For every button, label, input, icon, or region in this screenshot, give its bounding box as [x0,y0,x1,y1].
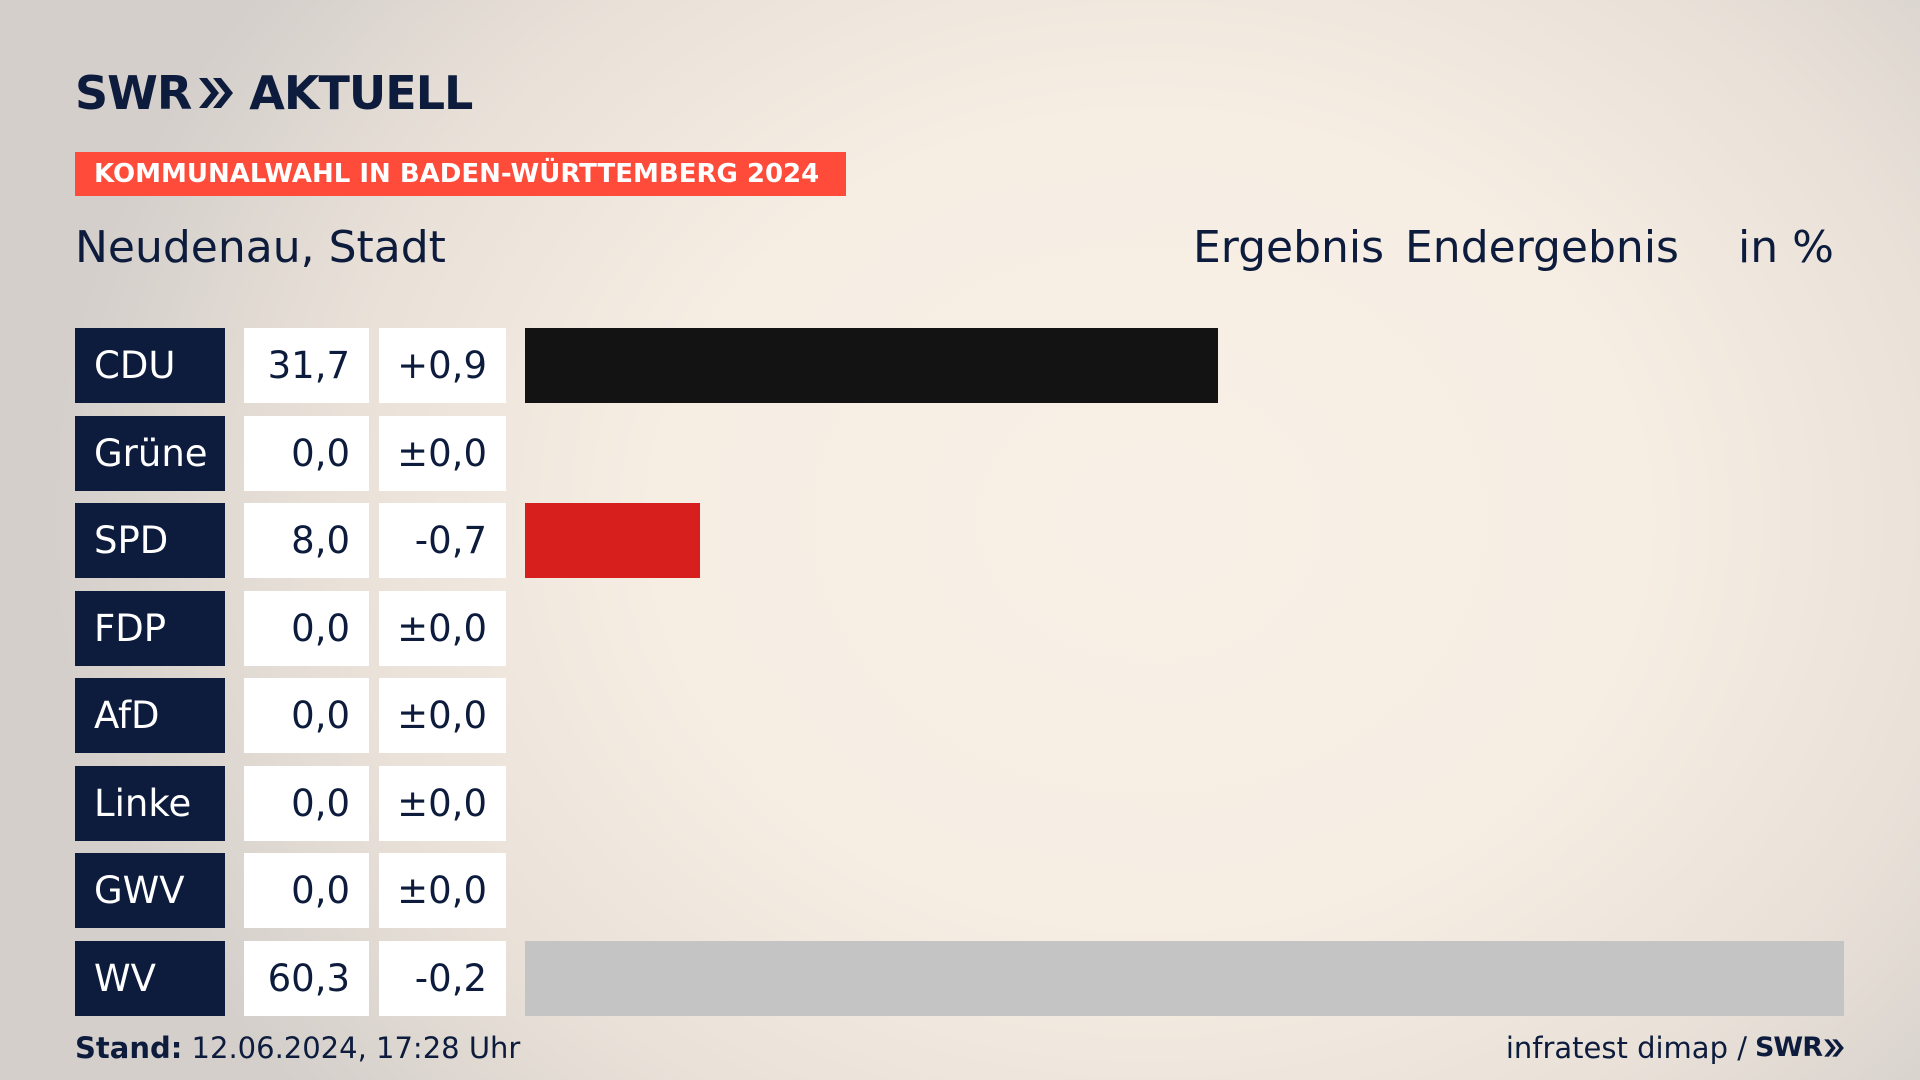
swr-aktuell-logo: SWR AKTUELL [75,66,473,120]
result-diff-wv: -0,2 [379,941,506,1016]
party-label-cdu: CDU [75,328,225,403]
source-text: infratest dimap / [1505,1031,1747,1065]
stand-label: Stand: [75,1031,183,1065]
result-value-linke: 0,0 [244,766,369,841]
header-endergebnis: Endergebnis [1405,222,1679,273]
bar-cdu [525,328,1218,403]
result-value-gr-ne: 0,0 [244,416,369,491]
double-chevron-icon [199,78,234,108]
footer-swr-logo: SWR [1754,1032,1823,1063]
result-diff-gr-ne: ±0,0 [379,416,506,491]
party-label-gr-ne: Grüne [75,416,225,491]
source-credit: infratest dimap / SWR [1506,1031,1845,1065]
party-label-afd: AfD [75,678,225,753]
party-label-fdp: FDP [75,591,225,666]
party-label-spd: SPD [75,503,225,578]
header-ergebnis: Ergebnis [1193,222,1385,273]
stand-value: 12.06.2024, 17:28 Uhr [182,1031,521,1065]
result-diff-afd: ±0,0 [379,678,506,753]
place-title: Neudenau, Stadt [75,222,446,273]
timestamp: Stand: 12.06.2024, 17:28 Uhr [75,1031,520,1065]
logo-aktuell-text: AKTUELL [249,66,473,120]
logo-swr-text: SWR [75,66,192,120]
result-diff-fdp: ±0,0 [379,591,506,666]
result-value-afd: 0,0 [244,678,369,753]
bar-spd [525,503,700,578]
result-diff-gwv: ±0,0 [379,853,506,928]
result-diff-cdu: +0,9 [379,328,506,403]
footer-double-chevron-icon [1824,1039,1844,1057]
bar-wv [525,941,1844,1016]
party-label-wv: WV [75,941,225,1016]
result-value-cdu: 31,7 [244,328,369,403]
result-value-gwv: 0,0 [244,853,369,928]
result-value-fdp: 0,0 [244,591,369,666]
party-label-gwv: GWV [75,853,225,928]
election-banner: KOMMUNALWAHL IN BADEN-WÜRTTEMBERG 2024 [75,152,846,196]
banner-text: KOMMUNALWAHL IN BADEN-WÜRTTEMBERG 2024 [94,159,820,189]
result-diff-spd: -0,7 [379,503,506,578]
result-value-spd: 8,0 [244,503,369,578]
party-label-linke: Linke [75,766,225,841]
header-unit: in % [1738,222,1834,273]
result-diff-linke: ±0,0 [379,766,506,841]
result-value-wv: 60,3 [244,941,369,1016]
